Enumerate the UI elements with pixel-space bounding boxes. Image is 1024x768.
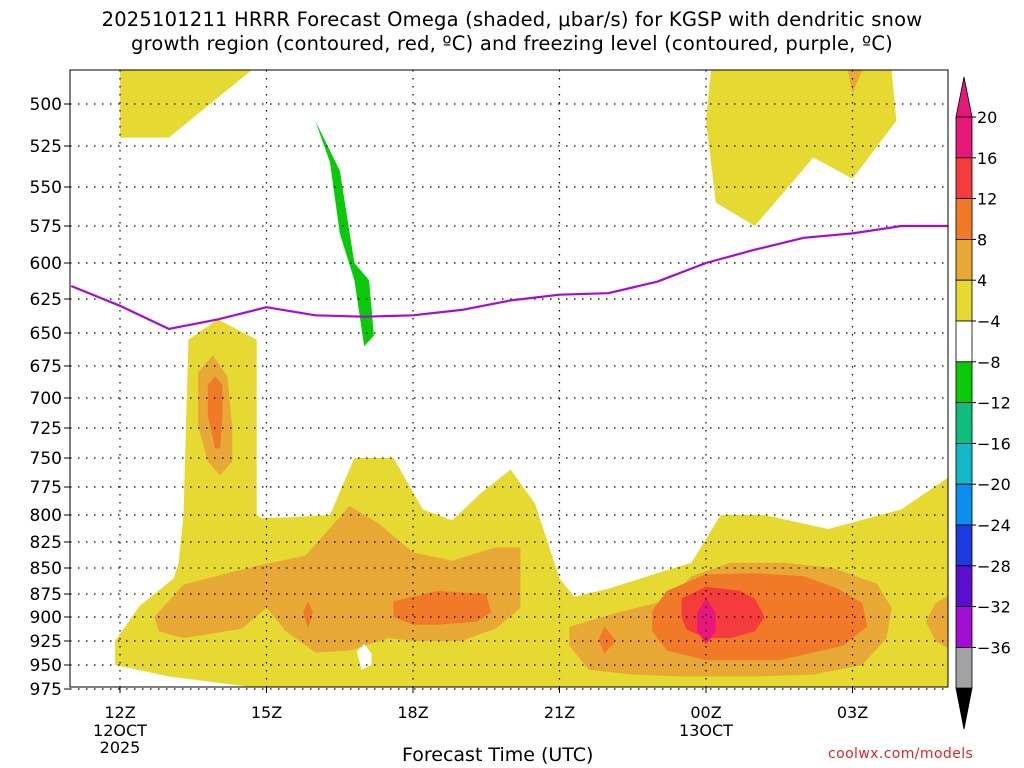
y-tick-label-975: 975 [30,680,62,700]
colorbar-segment [955,361,973,403]
y-tick-label-625: 625 [30,290,62,310]
chart-title-line1: 2025101211 HRRR Forecast Omega (shaded, … [101,8,923,31]
colorbar-label: 20 [977,108,997,127]
y-tick-label-850: 850 [30,559,62,579]
colorbar-segment [955,238,973,281]
x-tick-label-18Z: 18Z [397,703,428,722]
y-tick-label-725: 725 [30,419,62,439]
colorbar-label: 12 [977,190,997,209]
x-tick-sublabel: 12OCT [93,721,147,740]
colorbar-segment [955,483,973,526]
plot-frame [69,69,949,688]
colorbar-label: −28 [977,557,1011,576]
colorbar-segment [955,320,973,363]
colorbar-segment [955,524,973,567]
y-tick-label-800: 800 [30,506,62,526]
omega-ge8-upper-right [847,70,863,94]
x-tick-label-00Z: 00Z [690,703,721,722]
y-axis: 500 525 550 575 600 625 650 675 700 725 750 775 800 8… [30,95,70,700]
colorbar-bottom-arrow [955,687,973,730]
omega-shading [115,70,948,687]
y-tick-label-600: 600 [30,254,62,274]
y-tick-label-950: 950 [30,656,62,676]
x-tick-label-15Z: 15Z [251,703,282,722]
colorbar-label: −36 [977,638,1011,657]
y-tick-label-775: 775 [30,478,62,498]
x-tick-label-12Z: 12Z [104,703,135,722]
colorbar: 20 16 12 8 4 −4 −8 −12 −16 −20 −24 −28 −32 −36 [955,76,1011,730]
x-tick-sublabel: 13OCT [679,721,733,740]
colorbar-label: 4 [977,271,987,290]
colorbar-segment [955,442,973,485]
colorbar-label: 8 [977,230,987,249]
y-tick-label-750: 750 [30,449,62,469]
colorbar-segment [955,116,973,159]
omega-ge12-b [393,590,492,625]
omega-ge12-column [207,376,223,449]
colorbar-segment [955,198,973,240]
chart-title-line2: growth region (contoured, red, ºC) and f… [131,32,893,55]
x-axis-title: Forecast Time (UTC) [402,744,594,766]
colorbar-label: −32 [977,598,1011,617]
omega-ge12-c [598,626,616,654]
colorbar-segment [955,647,973,689]
colorbar-segment [955,157,973,200]
colorbar-label: −8 [977,353,1001,372]
omega-le-4-green [315,120,374,347]
omega-ge4-upper-left [120,70,252,138]
y-tick-label-825: 825 [30,533,62,553]
colorbar-top-arrow [955,76,973,118]
colorbar-label: −12 [977,394,1011,413]
freezing-level-layer [70,224,948,330]
y-tick-label-525: 525 [30,137,62,157]
y-tick-label-925: 925 [30,632,62,652]
omega-ge4-upper-right [706,70,897,226]
y-tick-label-900: 900 [30,608,62,628]
colorbar-label: −16 [977,434,1011,453]
omega-ge8-edge [925,595,948,649]
freezing-level-line [70,224,948,330]
colorbar-label: −24 [977,516,1011,535]
credit-link[interactable]: coolwx.com/models [828,746,974,762]
colorbar-label: −4 [977,312,1001,331]
omega-ge20 [697,598,716,644]
colorbar-segment [955,279,973,322]
x-tick-label-21Z: 21Z [544,703,575,722]
colorbar-label: −20 [977,475,1011,494]
x-tick-label-03Z: 03Z [837,703,868,722]
omega-hole [356,643,372,670]
y-tick-label-675: 675 [30,357,62,377]
y-tick-label-575: 575 [30,217,62,237]
y-tick-label-650: 650 [30,324,62,344]
colorbar-segment [955,606,973,648]
y-tick-label-700: 700 [30,389,62,409]
y-tick-label-500: 500 [30,95,62,115]
colorbar-segment [955,402,973,444]
y-tick-label-875: 875 [30,585,62,605]
omega-ge12-a [303,601,313,629]
y-tick-label-550: 550 [30,178,62,198]
x-tick-sublabel: 2025 [100,738,141,757]
colorbar-label: 16 [977,149,997,168]
colorbar-segment [955,565,973,607]
